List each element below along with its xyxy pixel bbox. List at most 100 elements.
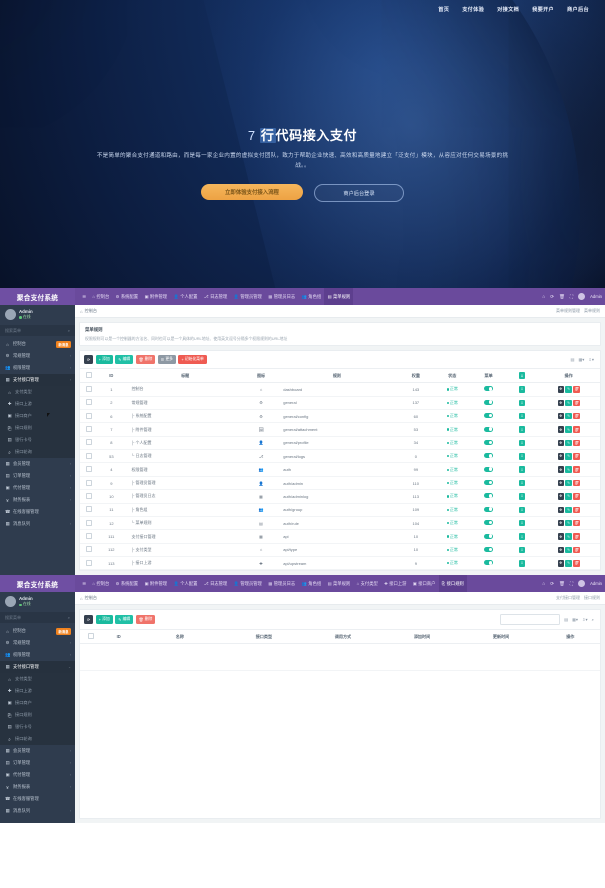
delete-icon[interactable]: 🗑 — [573, 466, 580, 473]
move-icon[interactable]: ✥ — [557, 386, 565, 393]
fullscreen-icon[interactable]: ⛶ — [569, 581, 574, 587]
nav-tab-profile-2[interactable]: 👤 个人配置 — [170, 288, 200, 305]
nav-tab-config-3[interactable]: ⚙ 系统配置 — [112, 575, 141, 592]
sidebar-item-general-2[interactable]: ⚙ 常规管理 › — [0, 350, 75, 362]
sidebar-user-card-2[interactable]: Admin 在线 — [0, 305, 75, 324]
sidebar-search-2[interactable]: 搜索菜单 ⌕ — [0, 325, 75, 336]
menu-toggle[interactable] — [484, 493, 494, 499]
delete-icon[interactable]: 🗑 — [573, 506, 580, 514]
table-row[interactable]: 7 ├ 附件管理 🖼 general/attachment 53 正常 ⇩ ✥ ✎ 🗑 — [80, 422, 600, 437]
sidebar-item-payout-2[interactable]: ▣ 代付管理 › — [0, 482, 75, 494]
search-icon[interactable]: ⌕ — [591, 617, 594, 623]
menu-toggle[interactable] — [484, 413, 494, 419]
nav-tab-rule-3[interactable]: ▤ 菜单规则 — [324, 575, 353, 592]
row-checkbox[interactable] — [86, 533, 93, 540]
move-icon[interactable]: ✥ — [557, 426, 565, 433]
table-row[interactable]: 113 ├ 接口上游 ✚ api/upstream 9 正常 ⇩ ✥ ✎ 🗑 — [80, 556, 600, 571]
delete-icon[interactable]: 🗑 — [573, 479, 580, 487]
sidebar-item-dashboard-3[interactable]: ⌂ 控制台 新消息 — [0, 625, 75, 637]
th-id[interactable]: ID — [101, 628, 136, 645]
th-type[interactable]: 接口类型 — [224, 628, 304, 645]
table-row[interactable]: 10 ├ 管理员日志 ▦ auth/adminlog 113 正常 ⇩ ✥ ✎ 🗑 — [80, 489, 600, 504]
sidebar-item-merchant-3[interactable]: ▣ 接口商户 — [0, 697, 75, 710]
row-checkbox[interactable] — [86, 412, 93, 419]
download-icon[interactable]: ⇩ — [518, 560, 526, 567]
sidebar-item-apirule-3[interactable]: ⎘ 接口规则 — [0, 709, 75, 722]
sidebar-item-api-2[interactable]: ▦ 支付接口管理 › — [0, 374, 75, 386]
download-icon[interactable]: ⇩ — [518, 519, 526, 527]
nav-tab-dashboard-3[interactable]: ⌂ 控制台 — [89, 575, 112, 592]
nav-username[interactable]: Admin — [590, 581, 602, 587]
sidebar-item-paytype-3[interactable]: ⌂ 支付类型 — [0, 673, 75, 686]
download-icon[interactable]: ⇩ — [518, 466, 526, 473]
row-checkbox[interactable] — [86, 519, 93, 526]
sidebar-item-merchant-2[interactable]: ▣ 接口商户 — [0, 410, 75, 422]
nav-tab-admin-3[interactable]: 👤 管理员管理 — [230, 575, 265, 592]
nav-tab-config-2[interactable]: ⚙ 系统配置 — [112, 288, 141, 305]
th-id[interactable]: ID — [98, 367, 125, 384]
add-button[interactable]: + 添加 — [95, 615, 113, 624]
download-icon[interactable]: ⇩ — [518, 399, 526, 407]
export-icon[interactable]: ⇩▾ — [582, 617, 588, 623]
init-menu-button[interactable]: + 初始化菜单 — [178, 355, 207, 364]
menu-toggle[interactable] — [484, 546, 494, 552]
nav-link-home[interactable]: 首页 — [438, 6, 450, 13]
th-title[interactable]: 标题 — [124, 367, 246, 384]
nav-tab-logs-3[interactable]: ⎇ 日志管理 — [201, 575, 231, 592]
sidebar-item-api-3[interactable]: ▦ 支付接口管理 ⌄ — [0, 661, 75, 674]
move-icon[interactable]: ✥ — [557, 519, 565, 527]
columns-icon[interactable]: ▤ — [563, 617, 568, 623]
download-icon[interactable]: ⇩ — [518, 439, 526, 447]
avatar[interactable] — [578, 293, 586, 300]
download-icon[interactable]: ⇩ — [518, 386, 526, 393]
th-name[interactable]: 名称 — [135, 628, 225, 645]
delete-icon[interactable]: 🗑 — [573, 546, 580, 554]
menu-toggle[interactable] — [484, 466, 494, 472]
download-icon[interactable]: ⇩ — [518, 546, 526, 554]
move-icon[interactable]: ✥ — [557, 479, 565, 487]
edit-icon[interactable]: ✎ — [565, 506, 572, 514]
table-row[interactable]: 2 常规管理 ⚙ general 137 正常 ⇩ ✥ ✎ 🗑 — [80, 396, 600, 410]
menu-toggle[interactable] — [484, 506, 494, 512]
nav-tab-attachment-3[interactable]: ▣ 附件管理 — [141, 575, 170, 592]
sidebar-item-apirule-2[interactable]: ⎘ 接口规则 — [0, 422, 75, 434]
sidebar-item-support-3[interactable]: ☎ 在线客服管理 — [0, 793, 75, 805]
nav-username[interactable]: Admin — [590, 294, 602, 299]
nav-tab-profile-3[interactable]: 👤 个人配置 — [170, 575, 200, 592]
breadcrumb-right-1[interactable]: 支付接口管理 — [556, 595, 580, 601]
table-row[interactable]: 9 ├ 管理员管理 👤 auth/admin 110 正常 ⇩ ✥ ✎ 🗑 — [80, 476, 600, 491]
move-icon[interactable]: ✥ — [557, 533, 565, 540]
sidebar-item-polling-2[interactable]: ⌕ 接口轮询 — [0, 446, 75, 458]
edit-icon[interactable]: ✎ — [565, 453, 572, 460]
edit-icon[interactable]: ✎ — [565, 519, 572, 527]
menu-toggle[interactable] — [484, 560, 494, 566]
move-icon[interactable]: ✥ — [557, 466, 565, 473]
refresh-icon[interactable]: ⟳ — [550, 580, 555, 586]
move-icon[interactable]: ✥ — [557, 399, 565, 407]
row-checkbox[interactable] — [86, 385, 93, 392]
avatar[interactable] — [578, 580, 586, 588]
sidebar-item-paytype-2[interactable]: ⌂ 支付类型 — [0, 386, 75, 398]
view-toggle-icon[interactable]: ▦▾ — [578, 357, 585, 363]
delete-icon[interactable]: 🗑 — [573, 399, 580, 407]
refresh-icon[interactable]: ⟳ — [550, 293, 555, 299]
delete-icon[interactable]: 🗑 — [573, 386, 580, 393]
checkbox-all[interactable] — [87, 633, 94, 640]
sidebar-item-member-2[interactable]: ▦ 会员管理 › — [0, 458, 75, 470]
brand-logo-2[interactable]: 聚合支付系统 — [0, 288, 75, 305]
home-icon[interactable]: ⌂ — [542, 294, 546, 299]
sidebar-item-payout-3[interactable]: ▣ 代付管理 › — [0, 769, 75, 781]
sidebar-item-general-3[interactable]: ⚙ 常规管理 › — [0, 637, 75, 649]
edit-icon[interactable]: ✎ — [565, 560, 572, 567]
sidebar-search-3[interactable]: 搜索菜单 ⌕ — [0, 612, 75, 624]
sidebar-item-member-3[interactable]: ▦ 会员管理 › — [0, 745, 75, 757]
sidebar-item-queue-2[interactable]: ▦ 消息队列 › — [0, 518, 75, 530]
home-icon[interactable]: ⌂ — [542, 581, 546, 587]
edit-icon[interactable]: ✎ — [565, 426, 572, 433]
row-checkbox[interactable] — [86, 479, 93, 486]
download-icon[interactable]: ⇩ — [518, 479, 526, 487]
nav-tab-attachment-2[interactable]: ▣ 附件管理 — [141, 288, 170, 305]
sidebar-item-auth-3[interactable]: 👥 权限管理 › — [0, 649, 75, 661]
nav-tab-group-2[interactable]: 👥 角色组 — [298, 288, 324, 305]
download-icon[interactable]: ⇩ — [518, 506, 526, 514]
